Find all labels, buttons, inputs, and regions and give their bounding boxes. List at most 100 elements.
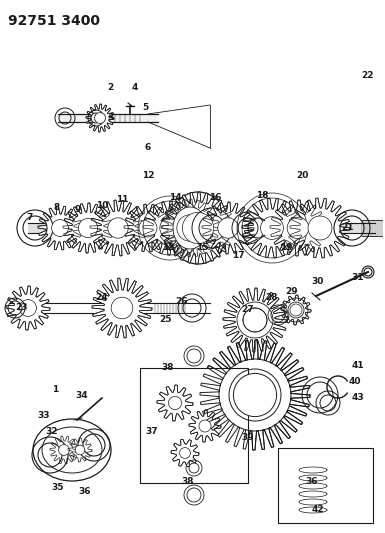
Ellipse shape — [173, 207, 207, 249]
Circle shape — [182, 212, 214, 244]
Text: 39: 39 — [242, 433, 254, 442]
Ellipse shape — [33, 419, 111, 481]
Polygon shape — [270, 200, 326, 256]
Bar — [140, 368, 248, 483]
Text: 38: 38 — [182, 478, 194, 487]
Bar — [278, 448, 373, 523]
Ellipse shape — [165, 199, 215, 257]
Circle shape — [168, 397, 182, 409]
Polygon shape — [171, 439, 199, 467]
Text: 15: 15 — [196, 244, 208, 253]
Text: 31: 31 — [352, 273, 364, 282]
Text: 28: 28 — [266, 294, 278, 303]
Text: 29: 29 — [286, 287, 298, 296]
Text: 18: 18 — [256, 190, 268, 199]
Text: 16: 16 — [209, 193, 221, 203]
Text: 9: 9 — [75, 206, 81, 214]
Ellipse shape — [42, 427, 102, 473]
Polygon shape — [223, 288, 287, 352]
Circle shape — [261, 216, 283, 239]
Text: 8: 8 — [54, 204, 60, 213]
Text: 41: 41 — [352, 360, 364, 369]
Text: 23: 23 — [16, 303, 28, 312]
Text: 4: 4 — [132, 84, 138, 93]
Circle shape — [287, 217, 309, 239]
Text: 20: 20 — [296, 171, 308, 180]
Polygon shape — [202, 202, 254, 254]
Circle shape — [20, 300, 37, 317]
Circle shape — [79, 219, 98, 238]
Polygon shape — [28, 223, 375, 233]
Polygon shape — [143, 201, 197, 255]
Polygon shape — [38, 206, 82, 250]
Text: 30: 30 — [312, 278, 324, 287]
Polygon shape — [157, 385, 193, 421]
Text: 13: 13 — [162, 244, 174, 253]
Polygon shape — [68, 438, 92, 462]
Polygon shape — [63, 203, 113, 253]
Circle shape — [52, 220, 69, 237]
Polygon shape — [10, 303, 80, 313]
Text: 24: 24 — [96, 294, 108, 303]
Text: 32: 32 — [46, 427, 58, 437]
Text: 21: 21 — [342, 223, 354, 232]
Polygon shape — [6, 286, 50, 330]
Text: 1: 1 — [52, 385, 58, 394]
Text: 43: 43 — [352, 393, 364, 402]
Circle shape — [290, 304, 302, 316]
Text: 14: 14 — [169, 193, 181, 203]
Text: 11: 11 — [116, 196, 128, 205]
Circle shape — [59, 445, 69, 455]
Circle shape — [218, 218, 238, 238]
Polygon shape — [281, 295, 311, 325]
Circle shape — [177, 215, 203, 241]
Circle shape — [160, 218, 180, 238]
Polygon shape — [362, 220, 382, 236]
Text: 36: 36 — [79, 488, 91, 497]
Circle shape — [95, 112, 105, 124]
Circle shape — [75, 445, 85, 455]
Polygon shape — [155, 303, 185, 313]
Circle shape — [243, 308, 267, 332]
Text: 34: 34 — [76, 391, 88, 400]
Text: 26: 26 — [176, 297, 188, 306]
Polygon shape — [50, 436, 78, 464]
Text: 5: 5 — [142, 103, 148, 112]
Text: 3: 3 — [107, 114, 113, 123]
Text: 6: 6 — [145, 143, 151, 152]
Circle shape — [108, 218, 128, 238]
Text: 22: 22 — [362, 70, 374, 79]
Polygon shape — [161, 199, 219, 257]
Text: 35: 35 — [52, 483, 64, 492]
Text: 17: 17 — [232, 251, 244, 260]
Circle shape — [111, 297, 133, 319]
Circle shape — [308, 216, 332, 240]
Polygon shape — [290, 198, 350, 258]
Text: 42: 42 — [312, 505, 324, 514]
Polygon shape — [58, 114, 158, 122]
Text: 27: 27 — [242, 305, 254, 314]
Text: 38: 38 — [162, 364, 174, 373]
Circle shape — [199, 420, 211, 432]
Polygon shape — [90, 200, 146, 256]
Circle shape — [139, 219, 157, 237]
Polygon shape — [80, 303, 210, 313]
Polygon shape — [86, 104, 114, 132]
Circle shape — [179, 448, 191, 458]
Circle shape — [233, 374, 276, 417]
Text: 37: 37 — [146, 427, 158, 437]
Text: 36: 36 — [306, 478, 318, 487]
Text: 12: 12 — [142, 171, 154, 180]
Text: 33: 33 — [38, 410, 50, 419]
Text: 10: 10 — [96, 200, 108, 209]
Polygon shape — [124, 204, 172, 252]
Text: 19: 19 — [280, 244, 292, 253]
Text: 92751 3400: 92751 3400 — [8, 14, 100, 28]
Text: 25: 25 — [159, 316, 171, 325]
Polygon shape — [189, 410, 221, 442]
Polygon shape — [200, 340, 310, 450]
Polygon shape — [92, 278, 152, 338]
Text: 2: 2 — [107, 84, 113, 93]
Polygon shape — [162, 192, 234, 264]
Text: 40: 40 — [349, 377, 361, 386]
